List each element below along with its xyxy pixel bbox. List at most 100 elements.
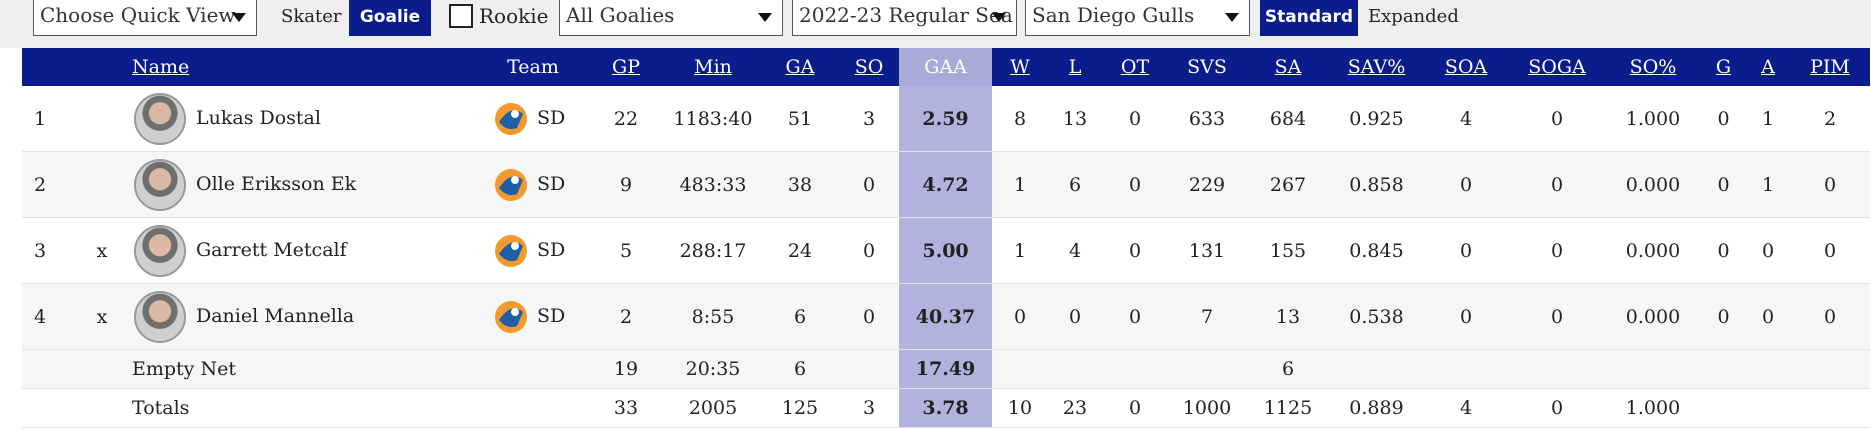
column-header[interactable]: Name — [132, 56, 190, 78]
stat-cell: 633 — [1168, 86, 1246, 152]
player-row[interactable]: 1 Lukas Dostal SD 22 1183:40 51 3 2.59 8 13 0 633 68… — [22, 86, 1870, 152]
header-cell[interactable]: SA — [1246, 48, 1330, 86]
stat-cell: 13 — [1048, 86, 1102, 152]
header-cell: Team — [479, 48, 587, 86]
stat-value: 2 — [1823, 107, 1837, 130]
header-cell[interactable]: G — [1701, 48, 1746, 86]
player-row[interactable]: 2 Olle Eriksson Ek SD 9 483:33 38 0 4.72 1 6 0 229 2… — [22, 151, 1870, 218]
header-cell[interactable]: W — [992, 48, 1048, 86]
skater-toggle[interactable]: Skater — [281, 6, 342, 27]
column-header[interactable]: OT — [1120, 56, 1150, 78]
column-header[interactable]: PIM — [1810, 56, 1850, 78]
column-header[interactable]: G — [1715, 56, 1732, 78]
header-cell[interactable]: SAV% — [1330, 48, 1423, 86]
stat-value: 1125 — [1263, 397, 1313, 419]
header-cell[interactable]: L — [1048, 48, 1102, 86]
team-select[interactable]: San Diego Gulls — [1025, 0, 1250, 36]
stat-value: 8 — [1013, 107, 1027, 130]
season-select[interactable]: 2022-23 Regular Sea — [792, 0, 1017, 36]
header-cell[interactable]: SOA — [1423, 48, 1509, 86]
stat-cell — [1701, 349, 1746, 389]
stat-value: 1 — [1761, 107, 1775, 130]
stat-value: 0 — [1717, 173, 1730, 196]
name-cell: Garrett Metcalf — [132, 217, 479, 284]
player-name[interactable]: Daniel Mannella — [196, 304, 355, 327]
stat-cell: 0 — [1746, 217, 1790, 284]
stat-cell — [839, 349, 899, 389]
position-select[interactable]: All Goalies — [559, 0, 783, 36]
column-header[interactable]: W — [1010, 56, 1030, 78]
expanded-toggle[interactable]: Expanded — [1368, 6, 1459, 27]
rookie-checkbox[interactable] — [449, 4, 473, 28]
column-header[interactable]: GA — [785, 56, 815, 78]
stat-cell: 1 — [992, 151, 1048, 218]
header-cell[interactable]: SO — [839, 48, 899, 86]
stat-cell: 0 — [1701, 217, 1746, 284]
column-header[interactable]: L — [1068, 56, 1082, 78]
column-header[interactable]: Min — [694, 56, 732, 78]
column-header[interactable]: SOGA — [1528, 56, 1586, 78]
stat-value: 155 — [1269, 239, 1307, 262]
column-header[interactable]: GP — [612, 56, 640, 78]
blank-cell — [72, 388, 132, 428]
stat-value: 23 — [1062, 397, 1088, 419]
column-header[interactable]: SO — [854, 56, 884, 78]
column-header[interactable]: SAV% — [1347, 56, 1406, 78]
header-cell[interactable]: SOGA — [1509, 48, 1605, 86]
stat-cell — [1701, 388, 1746, 428]
header-cell[interactable]: PIM — [1790, 48, 1870, 86]
stat-cell: 17.49 — [899, 349, 992, 389]
label-cell: Totals — [132, 388, 479, 428]
stat-value: 1000 — [1182, 397, 1232, 419]
header-cell[interactable]: Min — [665, 48, 761, 86]
stat-cell — [1423, 349, 1509, 389]
stat-cell — [992, 349, 1048, 389]
header-cell[interactable]: SO% — [1605, 48, 1701, 86]
summary-label: Empty Net — [132, 358, 236, 380]
rookie-cell: x — [72, 217, 132, 284]
stat-cell: 0 — [1102, 388, 1168, 428]
header-cell[interactable]: OT — [1102, 48, 1168, 86]
player-photo — [134, 290, 186, 343]
stat-cell: 0 — [1790, 283, 1870, 350]
column-header[interactable]: SA — [1274, 56, 1302, 78]
column-header[interactable]: SO% — [1629, 56, 1677, 78]
standard-toggle[interactable]: Standard — [1260, 0, 1358, 36]
header-cell[interactable]: GA — [761, 48, 839, 86]
column-header[interactable]: A — [1761, 56, 1775, 78]
stat-cell: 4 — [1048, 217, 1102, 284]
quick-view-select[interactable]: Choose Quick View — [33, 0, 257, 36]
stat-cell: 267 — [1246, 151, 1330, 218]
stat-value: 13 — [1062, 107, 1088, 130]
goalie-toggle[interactable]: Goalie — [349, 0, 431, 36]
stat-value: 2.59 — [922, 107, 969, 130]
summary-row: Empty Net 19 20:35 6 17.49 6 — [22, 349, 1870, 389]
player-name[interactable]: Garrett Metcalf — [196, 238, 347, 261]
team-cell: SD — [479, 86, 587, 152]
stat-cell: 2 — [587, 283, 665, 350]
header-cell[interactable]: GP — [587, 48, 665, 86]
player-row[interactable]: 4 x Daniel Mannella SD 2 8:55 6 0 40.37 0 0 0 7 13 0.5… — [22, 283, 1870, 350]
stat-cell: 4 — [1423, 388, 1509, 428]
stat-value: 8:55 — [691, 305, 735, 328]
stat-cell: 0 — [839, 217, 899, 284]
stat-cell: 8 — [992, 86, 1048, 152]
stat-cell: 40.37 — [899, 283, 992, 350]
stat-cell — [1509, 349, 1605, 389]
rookie-cell — [72, 86, 132, 152]
stat-cell: 1.000 — [1605, 86, 1701, 152]
player-name[interactable]: Lukas Dostal — [196, 106, 321, 129]
player-name[interactable]: Olle Eriksson Ek — [196, 172, 357, 195]
stat-cell: 0 — [1701, 86, 1746, 152]
column-header[interactable]: SOA — [1444, 56, 1488, 78]
stat-value: 131 — [1188, 239, 1226, 262]
header-cell[interactable]: Name — [132, 48, 479, 86]
rank-cell: 2 — [22, 151, 72, 218]
player-row[interactable]: 3 x Garrett Metcalf SD 5 288:17 24 0 5.00 1 4 0 131 1… — [22, 217, 1870, 284]
name-cell: Daniel Mannella — [132, 283, 479, 350]
stat-cell: 3.78 — [899, 388, 992, 428]
stat-cell: 0.845 — [1330, 217, 1423, 284]
header-cell[interactable]: A — [1746, 48, 1790, 86]
stat-cell: 125 — [761, 388, 839, 428]
stat-value: 6 — [793, 305, 807, 328]
